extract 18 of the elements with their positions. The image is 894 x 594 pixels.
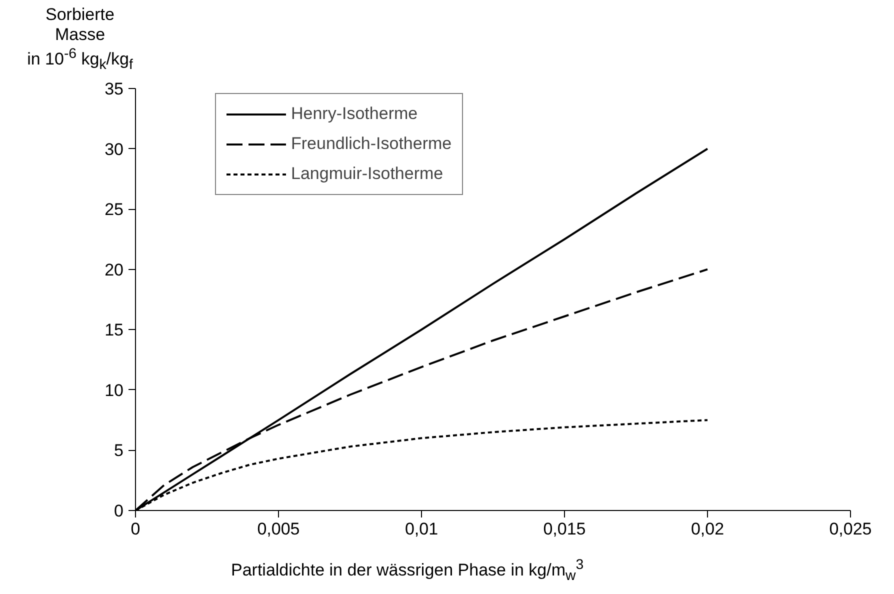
- x-tick-label: 0,02: [690, 520, 724, 538]
- y-tick-label: 10: [104, 380, 124, 400]
- y-tick-label: 30: [104, 140, 124, 159]
- x-tick-label: 0: [130, 520, 140, 538]
- x-tick-label: 0,025: [829, 520, 872, 538]
- y-tick-label: 15: [104, 320, 124, 340]
- y-tick-label: 5: [114, 441, 124, 460]
- y-tick-label: 35: [104, 80, 124, 98]
- x-tick-label: 0,005: [257, 520, 300, 538]
- legend-label: Langmuir-Isotherme: [291, 164, 444, 184]
- y-axis-title: Sorbierte Masse in 10$^{-6}$ kg$_{k}$/kg$_{f}$: [27, 5, 133, 74]
- y-tick-label: 25: [104, 200, 124, 220]
- y-tick-label: 20: [104, 260, 124, 280]
- x-tick-label: 0,015: [543, 520, 586, 538]
- y-tick-label: 0: [114, 502, 124, 520]
- legend-label: Henry-Isotherme: [291, 104, 418, 124]
- x-tick-label: 0,01: [404, 520, 438, 538]
- legend-label: Freundlich-Isotherme: [291, 134, 452, 154]
